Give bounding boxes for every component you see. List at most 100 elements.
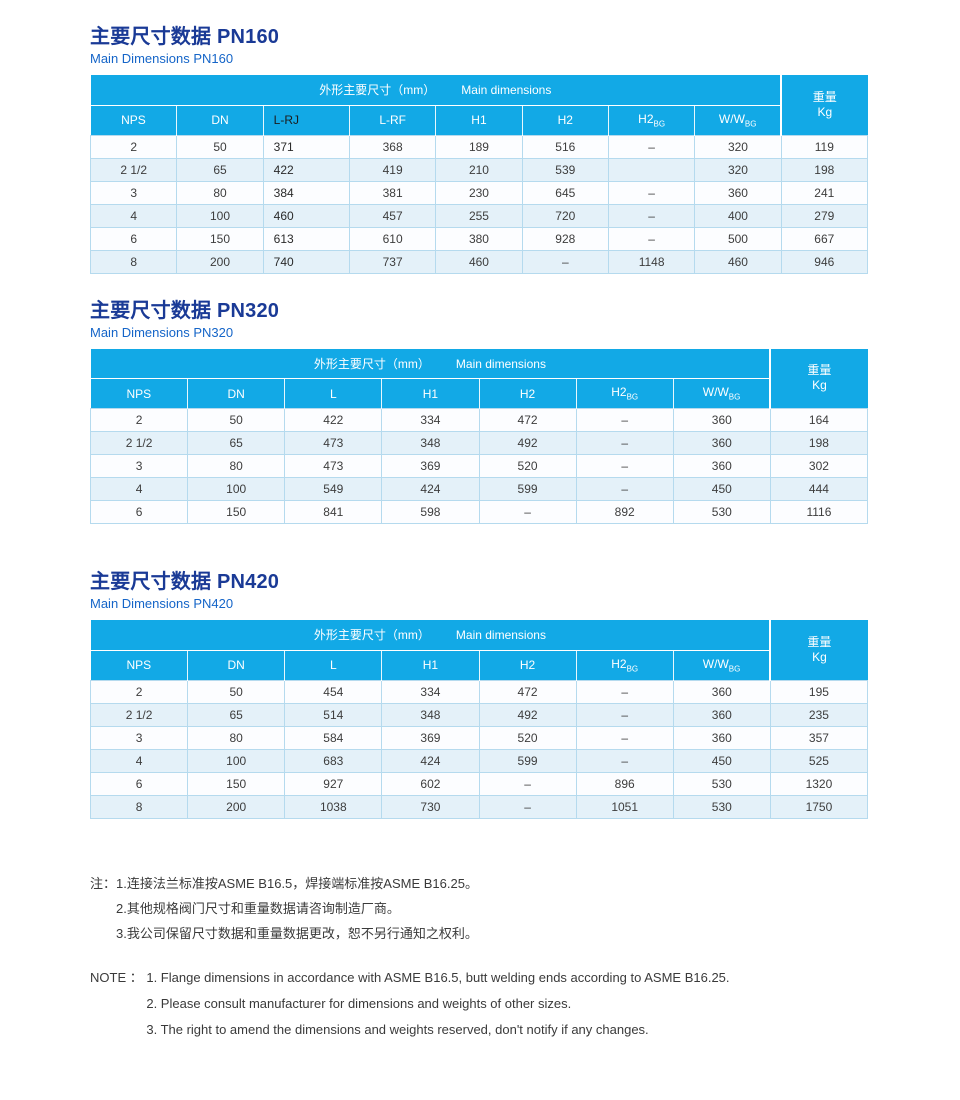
table-cell: 460 [262, 203, 350, 228]
notes-zh: 注： 1.连接法兰标准按ASME B16.5，焊接端标准按ASME B16.25… [90, 871, 868, 946]
col-header: H2 [522, 105, 609, 135]
table-cell: 500 [694, 226, 782, 251]
weight-unit: Kg [812, 378, 827, 393]
table-cell: 2 1/2 [89, 702, 189, 727]
table-cell: 360 [672, 725, 771, 750]
table-cell: 200 [176, 249, 264, 274]
table-cell: – [607, 203, 696, 228]
table-cell: 164 [769, 408, 869, 432]
dimensions-table: 外形主要尺寸（mm） Main dimensions 重量 Kg NPS DN L H1 H2 H… [89, 348, 869, 524]
table-cell: 198 [780, 157, 869, 182]
table-cell: 3 [89, 180, 178, 205]
table-cell: 65 [187, 431, 286, 455]
table-cell: 384 [262, 180, 350, 205]
table-cell: 4 [89, 477, 189, 501]
table-cell: 737 [348, 249, 437, 274]
table-cell: 369 [381, 725, 480, 750]
table-cell: 360 [672, 454, 771, 478]
table-cell: 492 [478, 431, 577, 455]
table-cell: 450 [672, 748, 771, 773]
table-cell: 360 [672, 702, 771, 727]
table-cell: – [607, 180, 696, 205]
table-cell: – [575, 725, 674, 750]
sections-container: 主要尺寸数据 PN160 Main Dimensions PN160 外形主要尺寸（… [89, 0, 869, 819]
table-cell: 100 [176, 203, 264, 228]
table-cell: 100 [187, 748, 286, 773]
table-cell: 4 [89, 203, 178, 228]
table-cell: 360 [672, 431, 771, 455]
table-cell: – [607, 226, 696, 251]
table-cell: 65 [187, 702, 286, 727]
notes-en-items: 1. Flange dimensions in accordance with … [146, 965, 729, 1043]
notes-en-label: NOTE ： [90, 969, 147, 985]
table-cell: 602 [381, 771, 480, 796]
table-cell: – [478, 500, 577, 524]
table-cell: 210 [435, 157, 523, 182]
col-header: L-RJ [263, 105, 350, 135]
table-cell: 320 [694, 157, 782, 182]
section-title-en: Main Dimensions PN160 [90, 51, 234, 66]
table-cell: 195 [769, 679, 869, 704]
col-header: H1 [381, 650, 480, 680]
table-cell: 302 [769, 454, 869, 478]
note-line: 2. Please consult manufacturer for dimen… [146, 995, 572, 1011]
table-row: 2 1/2 65 473 348 492–360 198 [89, 431, 869, 455]
table-cell: 380 [435, 226, 523, 251]
table-cell: 235 [769, 702, 869, 727]
section-title-en: Main Dimensions PN420 [90, 596, 234, 611]
table-cell: 492 [478, 702, 577, 727]
note-line: 3.我公司保留尺寸数据和重量数据更改，恕不另行通知之权利。 [116, 925, 478, 941]
col-header: NPS [90, 105, 178, 135]
table-cell: 279 [780, 203, 869, 228]
table-cell: – [478, 771, 577, 796]
table-row: 4 100 683 424 599–450 525 [89, 748, 869, 773]
table-cell: 525 [769, 748, 869, 773]
table-cell: 419 [348, 157, 437, 182]
table-cell: – [575, 454, 674, 478]
table-row: 6 150 613 610 380 928–500 667 [89, 226, 869, 251]
section-title-en: Main Dimensions PN320 [90, 324, 234, 340]
table-header: 外形主要尺寸（mm） Main dimensions 重量 Kg NPS DN L H1 H2 H… [90, 620, 868, 680]
table-cell: – [607, 134, 696, 159]
table-row: 3 80 584 369 520–360 357 [89, 725, 869, 750]
table-cell: 255 [435, 203, 523, 228]
table-header: 外形主要尺寸（mm） Main dimensions 重量 Kg NPS DN L-RJ L-… [90, 75, 868, 135]
table-cell: 740 [262, 249, 350, 274]
table-cell: 892 [575, 500, 674, 524]
table-cell: 80 [187, 725, 286, 750]
table-cell: 3 [89, 454, 189, 478]
table-cell: 422 [284, 408, 383, 432]
table-cell: 334 [381, 408, 480, 432]
table-cell: – [575, 408, 674, 432]
weight-label: 重量 [807, 363, 832, 378]
table-cell: – [575, 748, 674, 773]
table-cell: 357 [769, 725, 869, 750]
table-cell: 460 [435, 249, 523, 274]
table-cell: 1051 [575, 794, 674, 819]
span-header-en: Main dimensions [455, 628, 546, 643]
table-cell: 599 [478, 477, 577, 501]
span-header-en: Main dimensions [455, 356, 546, 371]
section-3: 主要尺寸数据 PN420 Main Dimensions PN420 外形主要尺寸（… [89, 571, 869, 819]
col-header: H2BG [608, 105, 696, 135]
weight-header: 重量 Kg [770, 620, 868, 680]
table-cell: 368 [348, 134, 437, 159]
table-cell: 927 [284, 771, 383, 796]
table-cell: – [521, 249, 609, 274]
dimensions-table: 外形主要尺寸（mm） Main dimensions 重量 Kg NPS DN L H1 H2 H… [89, 620, 869, 819]
table-cell: 444 [769, 477, 869, 501]
table-cell: 460 [694, 249, 782, 274]
section-title-zh: 主要尺寸数据 PN420 [90, 571, 280, 593]
column-header-row: NPS DN L H1 H2 H2BG W/WBG [90, 378, 868, 409]
table-cell: 516 [521, 134, 609, 159]
col-header: DN [187, 378, 286, 409]
section-title-zh: 主要尺寸数据 PN320 [90, 299, 280, 322]
table-cell: 1750 [769, 794, 869, 819]
table-cell: 530 [672, 771, 771, 796]
table-cell: 1148 [607, 249, 696, 274]
table-cell: 150 [187, 500, 286, 524]
table-cell: 230 [435, 180, 523, 205]
table-cell: 450 [672, 477, 771, 501]
table-cell: 320 [694, 134, 782, 159]
table-cell: 119 [780, 134, 869, 159]
